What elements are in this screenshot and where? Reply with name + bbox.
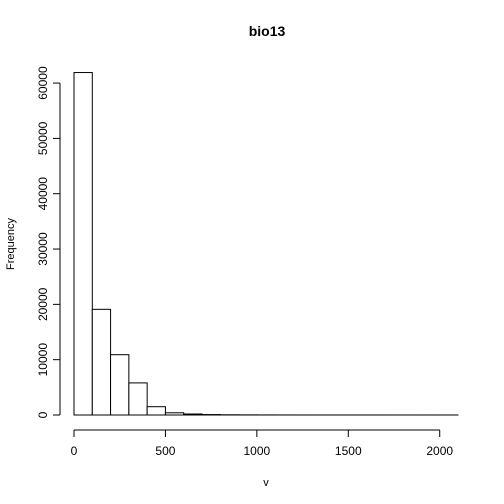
y-tick-label: 0	[36, 411, 50, 418]
x-tick-label: 2000	[426, 444, 453, 458]
x-tick-label: 1000	[244, 444, 271, 458]
chart-title: bio13	[249, 23, 286, 39]
histogram-bar	[91, 308, 112, 416]
x-tick-label: 1500	[335, 444, 362, 458]
x-axis: 0 500 1000 1500 2000	[71, 429, 453, 458]
y-tick-label: 60000	[36, 66, 50, 100]
histogram-bar	[164, 412, 185, 416]
y-axis-label: Frequency	[5, 218, 17, 270]
histogram-bar	[146, 406, 166, 416]
histogram-bar	[73, 72, 93, 416]
bars-group	[73, 72, 459, 416]
y-tick-label: 40000	[36, 177, 50, 211]
x-tick-label: 0	[71, 444, 78, 458]
histogram-bar	[110, 354, 130, 416]
histogram-bar	[128, 382, 148, 416]
x-tick-label: 500	[155, 444, 175, 458]
histogram-bar	[183, 413, 203, 416]
y-tick-label: 20000	[36, 287, 50, 321]
y-tick-label: 50000	[36, 121, 50, 155]
y-tick-label: 10000	[36, 343, 50, 377]
x-axis-label: v	[263, 477, 269, 489]
y-axis: 0 10000 20000 30000 40000 50000 60000	[36, 66, 61, 418]
y-tick-label: 30000	[36, 232, 50, 266]
